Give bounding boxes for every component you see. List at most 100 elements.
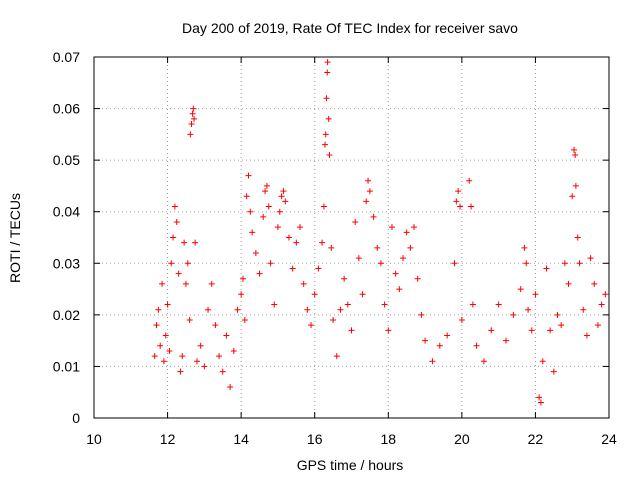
data-point <box>168 260 175 267</box>
data-point <box>583 332 590 339</box>
data-point <box>537 399 544 406</box>
data-point <box>366 188 373 195</box>
data-point <box>455 188 462 195</box>
data-point <box>175 270 182 277</box>
axis-ticks <box>93 56 610 419</box>
data-point <box>469 301 476 308</box>
data-point <box>561 260 568 267</box>
data-point <box>188 121 195 128</box>
data-point <box>177 368 184 375</box>
data-point <box>365 177 372 184</box>
data-point <box>602 291 609 298</box>
data-point <box>219 368 226 375</box>
y-tick-labels: 0 0.01 0.02 0.03 0.04 0.05 0.06 0.07 <box>53 49 80 426</box>
data-point <box>324 69 331 76</box>
data-point <box>550 368 557 375</box>
data-point <box>598 301 605 308</box>
data-point <box>300 280 307 287</box>
data-point <box>319 239 326 246</box>
data-point <box>414 275 421 282</box>
data-point <box>591 280 598 287</box>
data-point <box>155 306 162 313</box>
data-point <box>539 358 546 365</box>
data-point <box>227 384 234 391</box>
data-point <box>323 95 330 102</box>
data-point <box>173 219 180 226</box>
data-point <box>572 151 579 158</box>
data-point <box>308 322 315 329</box>
y-tick-label: 0 <box>72 410 80 426</box>
data-point <box>181 239 188 246</box>
data-point <box>282 198 289 205</box>
data-point <box>157 342 164 349</box>
y-tick-label: 0.04 <box>53 204 80 220</box>
data-point <box>238 291 245 298</box>
y-tick-label: 0.05 <box>53 152 80 168</box>
y-tick-label: 0.06 <box>53 101 80 117</box>
x-tick-label: 16 <box>307 431 323 447</box>
data-point <box>407 244 414 251</box>
data-point <box>216 353 223 360</box>
data-point <box>370 213 377 220</box>
data-points <box>151 59 609 406</box>
data-point <box>495 301 502 308</box>
data-point <box>517 286 524 293</box>
data-point <box>241 317 248 324</box>
data-point <box>525 306 532 313</box>
x-tick-label: 14 <box>233 431 249 447</box>
data-point <box>532 291 539 298</box>
data-point <box>466 177 473 184</box>
data-point <box>249 229 256 236</box>
x-tick-label: 22 <box>528 431 544 447</box>
data-point <box>297 224 303 231</box>
data-point <box>587 255 594 262</box>
data-point <box>403 229 410 236</box>
data-point <box>234 306 241 313</box>
data-point <box>197 342 204 349</box>
data-point <box>377 260 384 267</box>
data-point <box>265 203 272 210</box>
data-point <box>554 311 561 318</box>
data-point <box>304 306 311 313</box>
data-point <box>315 265 322 272</box>
data-point <box>274 224 281 231</box>
data-point <box>451 260 458 267</box>
data-point <box>536 394 543 401</box>
data-point <box>245 172 252 179</box>
data-point <box>153 322 160 329</box>
y-tick-label: 0.07 <box>53 49 80 65</box>
data-point <box>191 115 198 122</box>
data-point <box>569 193 576 200</box>
data-point <box>558 322 565 329</box>
plot-frame <box>93 56 610 419</box>
data-point <box>289 265 296 272</box>
data-point <box>418 311 425 318</box>
data-point <box>223 332 230 339</box>
data-point <box>311 291 318 298</box>
data-point <box>208 280 215 287</box>
data-point <box>324 59 331 66</box>
data-point <box>179 353 186 360</box>
data-point <box>436 342 443 349</box>
data-point <box>280 188 287 195</box>
data-point <box>322 131 329 138</box>
x-axis-label: GPS time / hours <box>297 457 404 473</box>
data-point <box>262 188 269 195</box>
data-point <box>363 198 370 205</box>
data-point <box>444 332 451 339</box>
data-point <box>182 280 189 287</box>
data-point <box>187 131 194 138</box>
data-point <box>468 203 475 210</box>
data-point <box>576 260 583 267</box>
data-point <box>355 255 362 262</box>
data-point <box>328 244 335 251</box>
data-point <box>385 327 392 334</box>
data-point <box>488 327 495 334</box>
data-point <box>473 342 480 349</box>
data-point <box>151 353 158 360</box>
data-point <box>325 115 332 122</box>
x-tick-label: 18 <box>380 431 396 447</box>
data-point <box>330 317 337 324</box>
data-point <box>352 219 359 226</box>
data-point <box>278 193 285 200</box>
